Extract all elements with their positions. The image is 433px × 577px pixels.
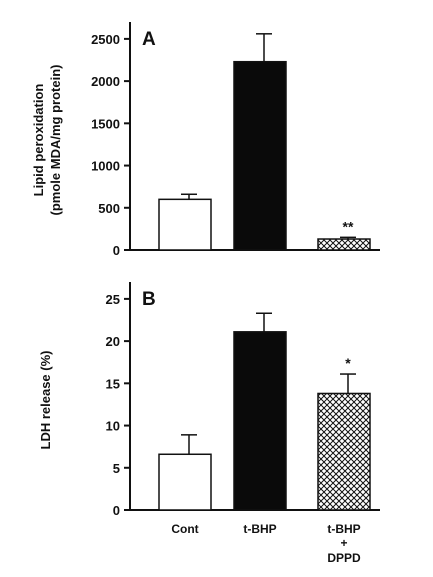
panel-a-chart: A Lipid peroxidation (pmole MDA/mg prote…: [31, 22, 380, 258]
panel-a-letter: A: [142, 29, 156, 50]
panel-a-y-axis-title: Lipid peroxidation (pmole MDA/mg protein…: [31, 65, 63, 216]
panel-b-letter: B: [142, 289, 156, 310]
x-label-tbhp: t-BHP: [243, 522, 276, 536]
panel-b-bar: [158, 453, 212, 511]
panel-a-ylabel-line2: (pmole MDA/mg protein): [48, 65, 63, 216]
panel-b-bar: [317, 392, 371, 511]
panel-a-ytick-label: 0: [113, 243, 120, 258]
panel-a-bar: [158, 198, 212, 251]
panel-a-ytick-label: 1000: [91, 159, 120, 174]
panel-b-ytick-label: 20: [106, 334, 120, 349]
panel-b-ytick-label: 10: [106, 419, 120, 434]
x-label-tbhp-dppd-line3: DPPD: [327, 551, 361, 565]
x-label-tbhp-dppd-line1: t-BHP: [327, 522, 360, 536]
panel-b-ytick-label: 5: [113, 461, 120, 476]
x-label-cont: Cont: [171, 522, 198, 536]
panel-b-ytick-label: 0: [113, 503, 120, 518]
panel-b-ylabel: LDH release (%): [38, 351, 53, 450]
panel-b-bar: [233, 331, 287, 511]
panel-b-chart: B LDH release (%) 0 5 10 15 20 25 *: [38, 282, 380, 518]
panel-a-ytick-label: 2000: [91, 74, 120, 89]
panel-a-bar: [317, 238, 371, 251]
panel-a-ytick-label: 1500: [91, 116, 120, 131]
panel-b-ytick-label: 15: [106, 376, 120, 391]
panel-a-bar: [233, 60, 287, 251]
x-label-tbhp-dppd-line2: +: [340, 536, 347, 550]
panel-a-ytick-label: 2500: [91, 32, 120, 47]
panel-b-significance-label: *: [345, 355, 351, 371]
panel-a-ytick-label: 500: [98, 201, 120, 216]
panel-a-ylabel-line1: Lipid peroxidation: [31, 84, 46, 197]
panel-b-ytick-label: 25: [106, 292, 120, 307]
x-category-labels: Cont t-BHP t-BHP + DPPD: [171, 522, 361, 565]
panel-b-y-axis-title: LDH release (%): [38, 351, 53, 450]
panel-a-significance-label: **: [343, 218, 354, 234]
